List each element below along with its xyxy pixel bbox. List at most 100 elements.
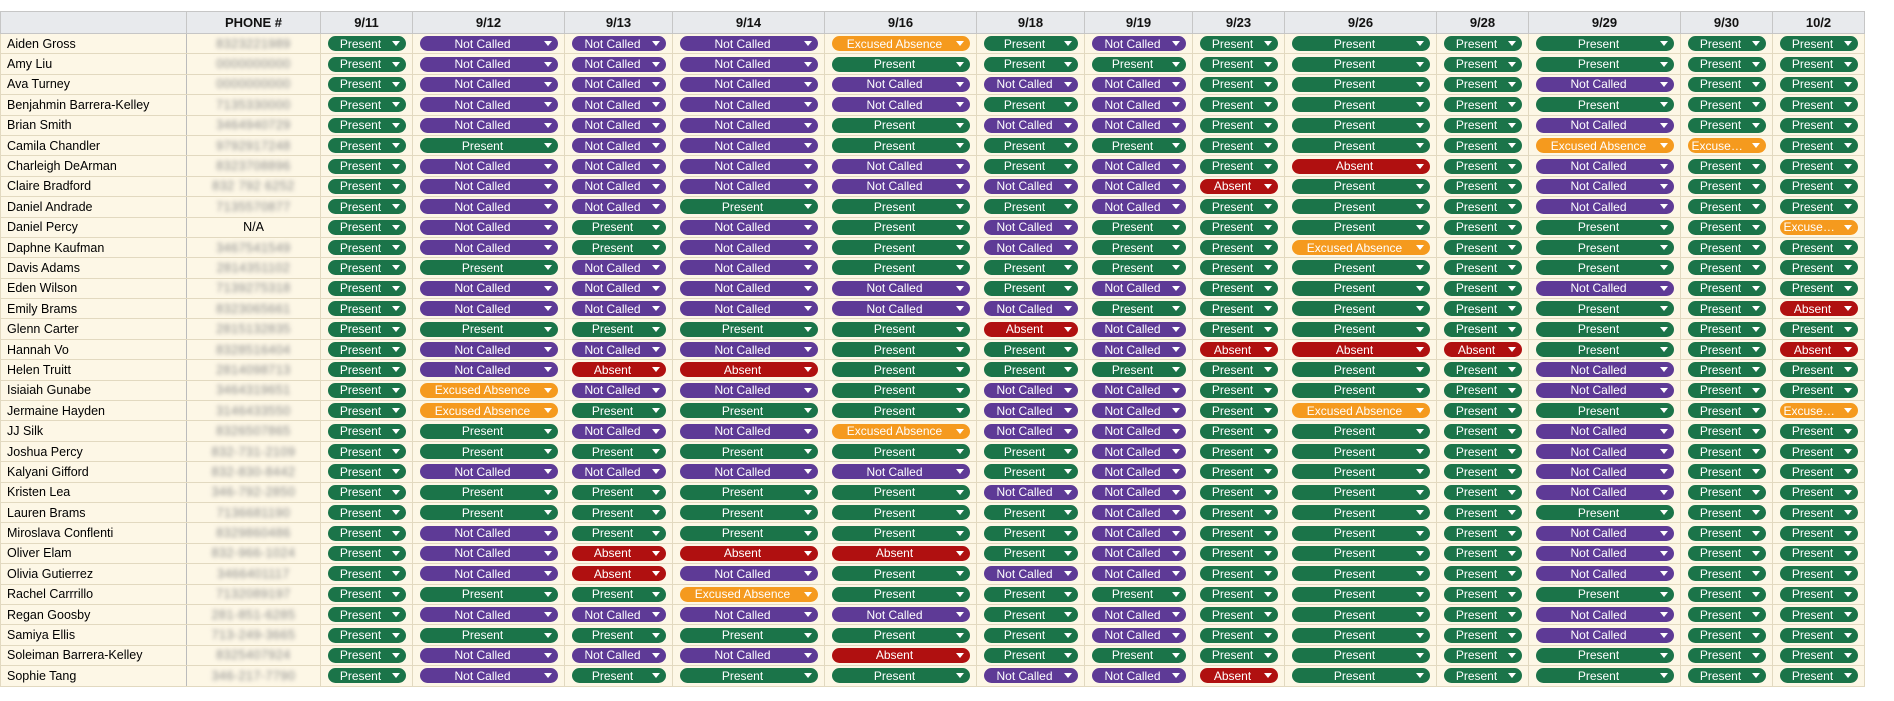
status-dropdown-chip[interactable]: Excused Absence xyxy=(1291,403,1430,419)
phone-cell[interactable]: 2814351102 xyxy=(186,257,321,279)
status-dropdown-chip[interactable]: Present xyxy=(1443,545,1522,561)
status-dropdown-chip[interactable]: Present xyxy=(679,627,818,643)
status-dropdown-chip[interactable]: Present xyxy=(679,525,818,541)
status-dropdown-chip[interactable]: Present xyxy=(327,117,406,133)
status-dropdown-chip[interactable]: Present xyxy=(831,668,970,684)
status-dropdown-chip[interactable]: Present xyxy=(1779,444,1858,459)
status-dropdown-chip[interactable]: Present xyxy=(1291,627,1430,643)
student-name-cell[interactable]: Brian Smith xyxy=(0,114,187,136)
status-dropdown-chip[interactable]: Present xyxy=(571,668,666,684)
status-dropdown-chip[interactable]: Not Called xyxy=(831,178,970,194)
status-dropdown-chip[interactable]: Present xyxy=(419,484,558,500)
phone-column-header[interactable]: PHONE # xyxy=(186,11,321,34)
status-dropdown-chip[interactable]: Not Called xyxy=(983,301,1078,317)
status-dropdown-chip[interactable]: Not Called xyxy=(679,342,818,358)
student-name-cell[interactable]: Eden Wilson xyxy=(0,277,187,300)
status-dropdown-chip[interactable]: Present xyxy=(831,56,970,72)
status-dropdown-chip[interactable]: Not Called xyxy=(1535,627,1674,643)
status-dropdown-chip[interactable]: Present xyxy=(1687,647,1766,663)
status-dropdown-chip[interactable]: Not Called xyxy=(571,280,666,296)
status-dropdown-chip[interactable]: Not Called xyxy=(679,158,818,174)
status-dropdown-chip[interactable]: Present xyxy=(983,342,1078,358)
status-dropdown-chip[interactable]: Present xyxy=(679,321,818,337)
status-dropdown-chip[interactable]: Present xyxy=(1291,382,1430,398)
status-dropdown-chip[interactable]: Present xyxy=(1687,117,1766,133)
status-dropdown-chip[interactable]: Excused Absence xyxy=(679,586,818,602)
status-dropdown-chip[interactable]: Present xyxy=(1291,668,1430,684)
status-dropdown-chip[interactable]: Absent xyxy=(1199,668,1278,684)
status-dropdown-chip[interactable]: Present xyxy=(1687,97,1766,113)
status-dropdown-chip[interactable]: Present xyxy=(1687,321,1766,337)
status-dropdown-chip[interactable]: Present xyxy=(1199,56,1278,72)
status-dropdown-chip[interactable]: Not Called xyxy=(1091,505,1186,521)
status-dropdown-chip[interactable]: Not Called xyxy=(419,525,558,541)
phone-cell[interactable]: 832-731-2109 xyxy=(186,440,321,463)
status-dropdown-chip[interactable]: Present xyxy=(1199,444,1278,459)
phone-cell[interactable]: 7132089197 xyxy=(186,583,321,605)
status-dropdown-chip[interactable]: Not Called xyxy=(419,56,558,72)
status-dropdown-chip[interactable]: Present xyxy=(1199,97,1278,113)
student-name-cell[interactable]: Regan Goosby xyxy=(0,603,187,626)
status-dropdown-chip[interactable]: Present xyxy=(1443,240,1522,256)
status-dropdown-chip[interactable]: Not Called xyxy=(571,301,666,317)
student-name-cell[interactable]: Aiden Gross xyxy=(0,32,187,55)
status-dropdown-chip[interactable]: Present xyxy=(1443,647,1522,663)
status-dropdown-chip[interactable]: Present xyxy=(1779,97,1858,113)
status-dropdown-chip[interactable]: Present xyxy=(1291,586,1430,602)
status-dropdown-chip[interactable]: Not Called xyxy=(1091,403,1186,419)
status-dropdown-chip[interactable]: Not Called xyxy=(571,117,666,133)
status-dropdown-chip[interactable]: Absent xyxy=(983,321,1078,337)
status-dropdown-chip[interactable]: Not Called xyxy=(983,423,1078,439)
phone-cell[interactable]: N/A xyxy=(186,216,321,238)
status-dropdown-chip[interactable]: Not Called xyxy=(831,607,970,623)
status-dropdown-chip[interactable]: Not Called xyxy=(1091,36,1186,52)
phone-cell[interactable]: 8325407924 xyxy=(186,644,321,667)
status-dropdown-chip[interactable]: Absent xyxy=(1443,342,1522,358)
status-dropdown-chip[interactable]: Present xyxy=(983,97,1078,113)
phone-cell[interactable]: 3146433550 xyxy=(186,400,321,422)
status-dropdown-chip[interactable]: Not Called xyxy=(1535,117,1674,133)
status-dropdown-chip[interactable]: Present xyxy=(983,525,1078,541)
status-dropdown-chip[interactable]: Present xyxy=(1291,260,1430,276)
status-dropdown-chip[interactable]: Present xyxy=(1687,444,1766,459)
status-dropdown-chip[interactable]: Present xyxy=(1687,382,1766,398)
status-dropdown-chip[interactable]: Not Called xyxy=(1535,199,1674,215)
status-dropdown-chip[interactable]: Present xyxy=(1687,260,1766,276)
student-name-cell[interactable]: Claire Bradford xyxy=(0,175,187,198)
status-dropdown-chip[interactable]: Present xyxy=(679,505,818,521)
status-dropdown-chip[interactable]: Present xyxy=(1443,76,1522,92)
status-dropdown-chip[interactable]: Excused Absence xyxy=(831,423,970,439)
status-dropdown-chip[interactable]: Not Called xyxy=(679,647,818,663)
status-dropdown-chip[interactable]: Not Called xyxy=(1535,158,1674,174)
status-dropdown-chip[interactable]: Present xyxy=(1687,301,1766,317)
status-dropdown-chip[interactable]: Present xyxy=(983,199,1078,215)
status-dropdown-chip[interactable]: Not Called xyxy=(571,382,666,398)
status-dropdown-chip[interactable]: Present xyxy=(1091,260,1186,276)
status-dropdown-chip[interactable]: Present xyxy=(1291,178,1430,194)
status-dropdown-chip[interactable]: Not Called xyxy=(571,97,666,113)
status-dropdown-chip[interactable]: Present xyxy=(1535,321,1674,337)
status-dropdown-chip[interactable]: Present xyxy=(1687,525,1766,541)
status-dropdown-chip[interactable]: Present xyxy=(327,240,406,256)
status-dropdown-chip[interactable]: Excused Absence xyxy=(1535,138,1674,154)
status-dropdown-chip[interactable]: Not Called xyxy=(679,607,818,623)
status-dropdown-chip[interactable]: Not Called xyxy=(831,280,970,296)
status-dropdown-chip[interactable]: Present xyxy=(1779,56,1858,72)
status-dropdown-chip[interactable]: Present xyxy=(831,484,970,500)
student-name-cell[interactable]: Ava Turney xyxy=(0,73,187,96)
status-dropdown-chip[interactable]: Not Called xyxy=(831,464,970,480)
status-dropdown-chip[interactable]: Absent xyxy=(1779,342,1858,358)
status-dropdown-chip[interactable]: Present xyxy=(1779,484,1858,500)
status-dropdown-chip[interactable]: Present xyxy=(1779,240,1858,256)
status-dropdown-chip[interactable]: Present xyxy=(1535,668,1674,684)
status-dropdown-chip[interactable]: Not Called xyxy=(1091,566,1186,582)
status-dropdown-chip[interactable]: Present xyxy=(1291,280,1430,296)
status-dropdown-chip[interactable]: Not Called xyxy=(679,260,818,276)
date-column-header[interactable]: 9/28 xyxy=(1436,11,1529,34)
status-dropdown-chip[interactable]: Present xyxy=(983,586,1078,602)
status-dropdown-chip[interactable]: Not Called xyxy=(571,342,666,358)
status-dropdown-chip[interactable]: Not Called xyxy=(1091,117,1186,133)
status-dropdown-chip[interactable]: Present xyxy=(1199,158,1278,174)
status-dropdown-chip[interactable]: Present xyxy=(831,444,970,459)
status-dropdown-chip[interactable]: Excused Absence xyxy=(1291,240,1430,256)
